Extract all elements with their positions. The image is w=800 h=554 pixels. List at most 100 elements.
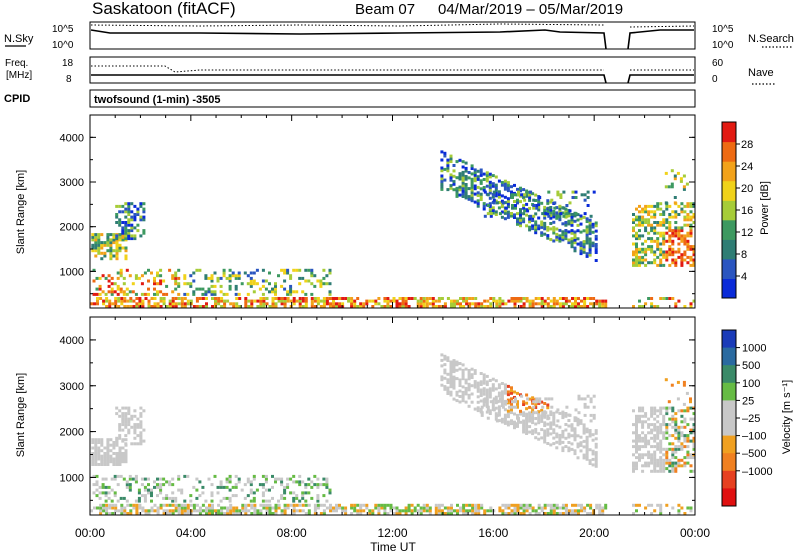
scatter-cell: [455, 360, 459, 364]
scatter-cell: [289, 503, 293, 507]
scatter-cell: [638, 453, 641, 457]
scatter-cell: [647, 237, 651, 241]
scatter-cell: [668, 461, 672, 465]
scatter-cell: [650, 215, 654, 219]
scatter-cell: [567, 241, 571, 245]
scatter-cell: [647, 456, 651, 460]
frequency-panel: Freq. [MHz] 18 8 Nave 60 0: [5, 56, 775, 85]
scatter-cell: [253, 512, 257, 515]
scatter-cell: [552, 302, 556, 306]
scatter-cell: [401, 302, 405, 306]
scatter-cell: [407, 305, 411, 308]
scatter-cell: [641, 218, 645, 222]
scatter-cell: [555, 235, 559, 239]
scatter-cell: [461, 385, 465, 389]
scatter-cell: [635, 207, 638, 211]
scatter-cell: [467, 371, 471, 375]
scatter-cell: [488, 175, 492, 179]
scatter-cell: [564, 436, 568, 440]
scatter-cell: [686, 445, 690, 449]
scatter-cell: [201, 491, 205, 495]
scatter-cell: [325, 297, 329, 300]
scatter-cell: [644, 461, 648, 465]
scatter-cell: [473, 171, 477, 175]
scatter-cell: [94, 443, 98, 447]
scatter-cell: [552, 231, 556, 235]
scatter-cell: [228, 477, 232, 481]
scatter-cell: [588, 459, 592, 463]
scatter-cell: [543, 424, 547, 427]
scatter-cell: [567, 230, 571, 234]
scatter-cell: [689, 234, 693, 238]
scatter-cell: [582, 248, 586, 252]
scatter-cell: [455, 377, 459, 381]
scatter-cell: [582, 445, 586, 449]
scatter-cell: [594, 245, 598, 249]
scatter-cell: [365, 299, 369, 303]
scatter-cell: [180, 506, 184, 510]
scatter-cell: [543, 413, 547, 416]
scatter-cell: [674, 302, 678, 306]
scatter-cell: [171, 512, 175, 515]
scatter-cell: [692, 253, 696, 257]
scatter-cell: [665, 412, 669, 416]
scatter-cell: [171, 491, 175, 495]
scatter-cell: [506, 199, 510, 203]
scatter-cell: [392, 299, 396, 303]
scatter-cell: [488, 186, 492, 190]
scatter-cell: [513, 412, 516, 416]
scatter-cell: [525, 213, 529, 217]
scatter-cell: [503, 195, 507, 199]
scatter-cell: [656, 263, 660, 267]
scatter-cell: [546, 428, 550, 432]
scatter-cell: [506, 409, 510, 413]
scatter-cell: [147, 302, 151, 306]
scatter-cell: [95, 494, 99, 498]
scatter-cell: [689, 305, 693, 308]
scatter-cell: [591, 438, 595, 442]
scatter-cell: [641, 406, 645, 410]
scatter-cell: [503, 413, 507, 417]
scatter-cell: [601, 302, 605, 306]
scatter-cell: [662, 210, 666, 214]
scatter-cell: [522, 425, 526, 428]
scatter-cell: [670, 383, 674, 387]
scatter-cell: [671, 456, 675, 460]
scatter-cell: [253, 299, 257, 303]
scatter-cell: [452, 180, 456, 184]
scatter-cell: [115, 237, 119, 241]
scatter-cell: [377, 302, 381, 306]
scatter-cell: [159, 305, 163, 308]
scatter-cell: [674, 447, 678, 451]
colorbar-swatch: [722, 122, 736, 143]
scatter-cell: [440, 179, 444, 183]
scatter-cell: [552, 428, 556, 432]
scatter-cell: [555, 446, 559, 450]
scatter-cell: [576, 442, 580, 446]
scatter-cell: [482, 403, 486, 407]
scatter-cell: [440, 174, 444, 178]
scatter-cell: [228, 287, 232, 291]
scatter-cell: [567, 509, 571, 513]
scatter-cell: [461, 187, 465, 190]
scatter-cell: [277, 499, 280, 503]
scatter-cell: [567, 435, 571, 439]
scatter-cell: [252, 290, 256, 294]
y-tick-label: 1000: [60, 266, 84, 278]
scatter-cell: [495, 419, 499, 423]
scatter-cell: [476, 409, 480, 413]
scatter-cell: [483, 397, 487, 401]
scatter-cell: [679, 179, 683, 183]
scatter-cell: [265, 503, 269, 507]
scatter-cell: [653, 445, 657, 449]
scatter-cell: [298, 297, 302, 300]
scatter-cell: [492, 198, 496, 202]
scatter-cell: [404, 512, 408, 515]
scatter-cell: [180, 305, 184, 308]
scatter-cell: [641, 261, 645, 265]
scatter-cell: [464, 161, 468, 165]
scatter-cell: [529, 214, 533, 218]
scatter-cell: [528, 397, 532, 401]
scatter-cell: [476, 389, 480, 393]
